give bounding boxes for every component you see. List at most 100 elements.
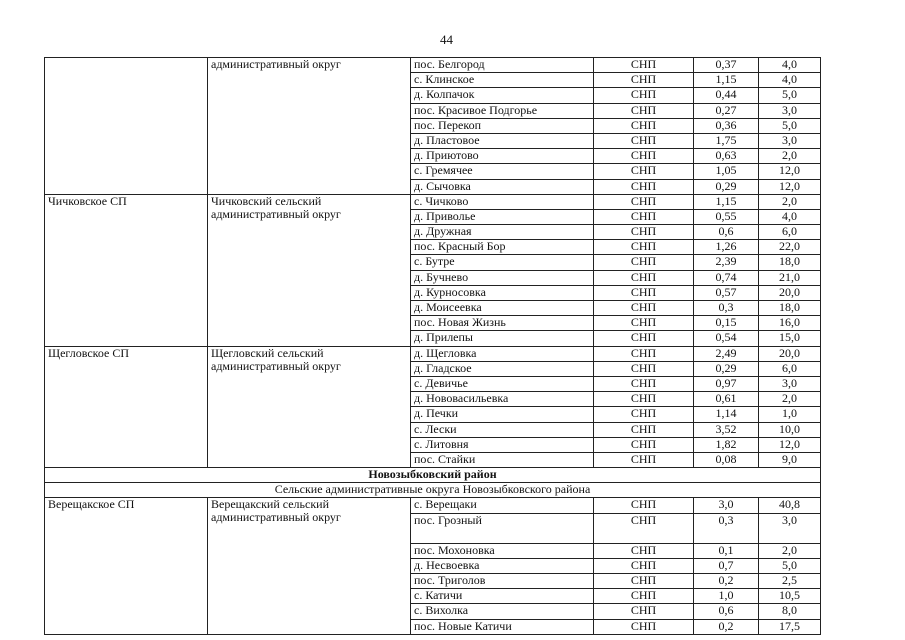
table-row: пос. Новые Катичи СНП 0,2 17,5 [45, 618, 821, 635]
value-1: 0,6 [693, 224, 759, 241]
settlement-type: СНП [593, 436, 694, 453]
settlement-name: д. Курносовка [410, 284, 594, 302]
settlement-name: д. Несвоевка [410, 557, 594, 575]
value-1: 0,61 [693, 391, 759, 408]
settlement-name: д. Приволье [410, 208, 594, 226]
value-2: 4,0 [758, 208, 821, 226]
settlement-name: с. Катичи [410, 588, 594, 605]
table-row: д. Моисеевка СНП 0,3 18,0 [45, 299, 821, 317]
table-row: пос. Мохоновка СНП 0,1 2,0 [45, 542, 821, 559]
settlement-type: СНП [593, 148, 694, 165]
value-2: 2,0 [758, 542, 821, 559]
settlement-name: пос. Белгород [410, 56, 594, 74]
settlement-type: СНП [593, 102, 694, 119]
value-2: 3,0 [758, 375, 821, 393]
value-2: 6,0 [758, 360, 821, 377]
settlement-type: СНП [593, 239, 694, 256]
okrug-name: Верещакский сельский административный ок… [207, 497, 411, 635]
settlement-type: СНП [593, 360, 694, 377]
table-row: д. Несвоевка СНП 0,7 5,0 [45, 557, 821, 575]
okrug-name: Чичковский сельский административный окр… [207, 193, 411, 347]
settlement-name: с. Бутре [410, 254, 594, 271]
value-1: 0,3 [693, 512, 759, 544]
settlement-type: СНП [593, 299, 694, 317]
settlement-name: д. Сычовка [410, 178, 594, 195]
settlement-type: СНП [593, 284, 694, 302]
settlement-type: СНП [593, 163, 694, 180]
settlement-name: пос. Стайки [410, 451, 594, 469]
table-row: с. Девичье СНП 0,97 3,0 [45, 375, 821, 393]
settlement-name: пос. Красный Бор [410, 239, 594, 256]
settlements-table: административный округ пос. Белгород СНП 0,… [44, 56, 821, 635]
settlement-type: СНП [593, 193, 694, 210]
settlement-type: СНП [593, 542, 694, 559]
value-2: 18,0 [758, 254, 821, 271]
settlement-type: СНП [593, 451, 694, 469]
value-2: 22,0 [758, 239, 821, 256]
settlement-type: СНП [593, 56, 694, 74]
settlement-type: СНП [593, 87, 694, 104]
value-1: 3,52 [693, 421, 759, 438]
settlement-name: д. Моисеевка [410, 299, 594, 317]
table-row: д. Приволье СНП 0,55 4,0 [45, 208, 821, 226]
table-row: с. Катичи СНП 1,0 10,5 [45, 588, 821, 605]
table-row: д. Приютово СНП 0,63 2,0 [45, 148, 821, 165]
value-1: 0,1 [693, 542, 759, 559]
value-1: 1,0 [693, 588, 759, 605]
settlement-type: СНП [593, 406, 694, 423]
settlement-name: пос. Новая Жизнь [410, 315, 594, 332]
settlement-type: СНП [593, 572, 694, 590]
settlement-name: д. Дружная [410, 224, 594, 241]
okrug-name: административный округ [207, 57, 411, 195]
settlement-type: СНП [593, 208, 694, 226]
table-row: пос. Перекоп СНП 0,36 5,0 [45, 117, 821, 134]
settlement-name: д. Печки [410, 406, 594, 423]
table-row: д. Пластовое СНП 1,75 3,0 [45, 132, 821, 150]
value-1: 0,3 [693, 299, 759, 317]
value-2: 5,0 [758, 87, 821, 104]
value-1: 1,82 [693, 436, 759, 453]
table-row: с. Лески СНП 3,52 10,0 [45, 421, 821, 438]
value-2: 8,0 [758, 603, 821, 620]
value-1: 1,26 [693, 239, 759, 256]
settlement-type: СНП [593, 512, 694, 544]
sp-name: Верещакское СП [44, 497, 208, 635]
value-2: 20,0 [758, 345, 821, 362]
settlement-type: СНП [593, 391, 694, 408]
sp-name: Чичковское СП [44, 193, 208, 347]
value-1: 0,2 [693, 618, 759, 635]
settlement-name: с. Лески [410, 421, 594, 438]
value-2: 2,5 [758, 572, 821, 590]
table-row: Верещакское СП Верещакский сельский админ… [44, 497, 821, 635]
settlement-type: СНП [593, 330, 694, 347]
value-1: 0,36 [693, 117, 759, 134]
value-1: 0,08 [693, 451, 759, 469]
value-1: 0,7 [693, 557, 759, 575]
value-2: 12,0 [758, 163, 821, 180]
value-2: 9,0 [758, 451, 821, 469]
value-1: 2,49 [693, 345, 759, 362]
value-2: 4,0 [758, 72, 821, 89]
value-2: 12,0 [758, 178, 821, 195]
value-2: 2,0 [758, 391, 821, 408]
value-1: 0,29 [693, 178, 759, 195]
value-1: 0,57 [693, 284, 759, 302]
value-2: 15,0 [758, 330, 821, 347]
value-1: 0,55 [693, 208, 759, 226]
settlement-type: СНП [593, 224, 694, 241]
value-1: 0,6 [693, 603, 759, 620]
table-row: с. Литовня СНП 1,82 12,0 [45, 436, 821, 453]
value-2: 3,0 [758, 512, 821, 544]
settlement-name: с. Литовня [410, 436, 594, 453]
sp-name [44, 57, 208, 195]
table-row: д. Курносовка СНП 0,57 20,0 [45, 284, 821, 302]
settlement-name: д. Прилепы [410, 330, 594, 347]
settlement-name: д. Щегловка [410, 345, 594, 362]
settlement-name: д. Колпачок [410, 87, 594, 104]
settlement-name: с. Чичково [410, 193, 594, 210]
table-row: пос. Грозный СНП 0,3 3,0 [45, 512, 821, 544]
table-row: пос. Красивое Подгорье СНП 0,27 3,0 [45, 102, 821, 119]
table-row: административный округ пос. Белгород СНП 0,… [44, 56, 821, 195]
settlement-name: пос. Мохоновка [410, 542, 594, 559]
settlement-name: д. Бучнево [410, 269, 594, 286]
